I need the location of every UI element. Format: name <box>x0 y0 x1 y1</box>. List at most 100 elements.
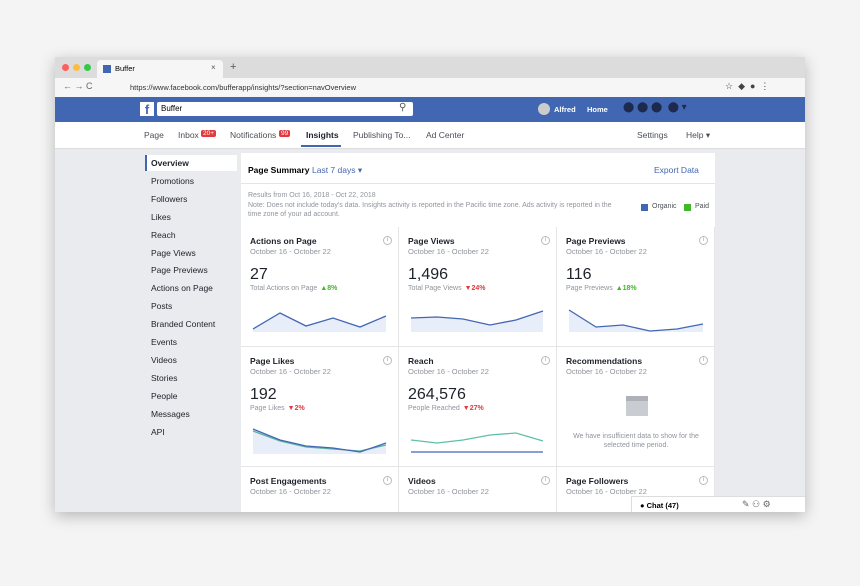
tab[interactable]: Buffer × <box>97 60 223 78</box>
sparkline <box>252 428 387 453</box>
chat-text: Chat (47) <box>646 501 679 510</box>
info-icon: i <box>541 236 550 245</box>
sidebar-item[interactable]: Reach <box>151 229 176 240</box>
search-icon: ⚲ <box>399 102 407 113</box>
max-dot[interactable] <box>84 64 91 71</box>
sparkline <box>252 312 387 330</box>
sidebar-item[interactable]: Messages <box>151 408 190 419</box>
min-dot[interactable] <box>73 64 80 71</box>
sidebar-item[interactable]: Events <box>151 337 177 347</box>
legend-label: Paid <box>695 203 710 210</box>
sparkline <box>568 309 704 332</box>
card-date: October 16 - October 22 <box>566 247 647 256</box>
area <box>411 311 543 332</box>
legend-label: Organic <box>652 203 677 210</box>
period-select[interactable]: Last 7 days ▾ <box>312 165 363 175</box>
sidebar-item[interactable]: People <box>151 390 178 401</box>
card-title: Actions on Page <box>250 236 317 246</box>
home-link[interactable]: Home <box>587 105 608 114</box>
info-icon: i <box>699 356 708 365</box>
help-link[interactable]: Help ▾ <box>686 130 711 140</box>
nav-tab[interactable]: Inbox <box>178 130 199 140</box>
sidebar-selected <box>145 155 237 171</box>
settings-link[interactable]: Settings <box>637 130 668 140</box>
card-caption: Page Likes ▼2% <box>250 405 305 412</box>
nav-tab[interactable]: Notifications <box>230 130 277 140</box>
nav-tab[interactable]: Page <box>144 130 164 140</box>
nav-buttons[interactable]: ← → C <box>63 81 93 91</box>
info-icon: i <box>383 356 392 365</box>
card-caption: Total Page Views ▼24% <box>408 285 486 292</box>
sidebar-item[interactable]: Overview <box>151 158 189 168</box>
card-date: October 16 - October 22 <box>250 487 331 496</box>
avatar <box>538 103 550 115</box>
card-title: Videos <box>408 476 436 486</box>
metric-card: Videos October 16 - October 22 i <box>399 467 557 512</box>
inbox-badge: 20+ <box>201 130 217 137</box>
search-text: Buffer <box>161 104 183 113</box>
url[interactable]: https://www.facebook.com/bufferapp/insig… <box>130 83 357 92</box>
search-box[interactable]: Buffer ⚲ <box>157 102 413 116</box>
top-icons[interactable]: ⬤ ⬤ ⬤ ⬤ ▾ <box>623 102 687 113</box>
nav-underline <box>301 145 341 147</box>
user-name[interactable]: Alfred <box>554 105 576 114</box>
sidebar-item[interactable]: Actions on Page <box>151 283 213 294</box>
results: Results from Oct 16, 2018 - Oct 22, 2018 <box>248 192 376 199</box>
card-date: October 16 - October 22 <box>408 247 489 256</box>
toolbar-icons[interactable]: ☆ ◆ ● ⋮ <box>725 81 770 91</box>
card-title: Page Followers <box>566 476 629 486</box>
calendar-icon-top <box>626 396 648 401</box>
card-value: 264,576 <box>408 386 466 403</box>
sidebar-item[interactable]: Branded Content <box>151 319 216 330</box>
sparkline <box>410 310 544 326</box>
card-value: 116 <box>566 266 592 283</box>
divider <box>241 183 715 184</box>
tab-bar: Buffer × + <box>55 57 805 78</box>
card-change: ▼27% <box>462 405 484 412</box>
page-nav: Page Inbox Notifications Insights Publishing… <box>55 122 805 149</box>
new-tab[interactable]: + <box>230 61 237 73</box>
info-icon: i <box>383 476 392 485</box>
card-title: Page Views <box>408 236 455 246</box>
card-change: ▲18% <box>615 285 637 292</box>
nav-tab[interactable]: Insights <box>306 130 339 140</box>
sidebar-item[interactable]: Page Previews <box>151 265 208 276</box>
sidebar-item[interactable]: Stories <box>151 372 178 383</box>
info-icon: i <box>541 356 550 365</box>
card-title: Page Previews <box>566 236 626 246</box>
area <box>253 429 386 454</box>
sparklines <box>252 309 704 454</box>
info-icon: i <box>699 476 708 485</box>
note: Note: Does not include today's data. Ins… <box>248 202 612 218</box>
export-data[interactable]: Export Data <box>654 165 699 175</box>
info-icon: i <box>699 236 708 245</box>
info-icon: i <box>541 476 550 485</box>
favicon <box>103 65 111 73</box>
sidebar-item[interactable]: Likes <box>151 211 171 222</box>
nav-tab[interactable]: Publishing To... <box>353 130 411 140</box>
sidebar-item[interactable]: Promotions <box>151 175 194 186</box>
chat-bar[interactable]: ● Chat (47) ✎ ⚇ ⚙ <box>631 496 805 512</box>
card-title: Reach <box>408 356 434 366</box>
sidebar-item[interactable]: Page Views <box>151 247 196 258</box>
summary-title: Page Summary <box>248 165 310 175</box>
close-dot[interactable] <box>62 64 69 71</box>
card-value: 1,496 <box>408 266 449 283</box>
tab-close[interactable]: × <box>211 63 216 72</box>
nav-tab[interactable]: Ad Center <box>426 130 465 140</box>
fb-logo[interactable]: f <box>140 102 154 117</box>
notif-badge: 99 <box>279 130 291 137</box>
card-change: ▼2% <box>287 405 305 412</box>
sidebar-item[interactable]: Videos <box>151 354 177 365</box>
chat-icons[interactable]: ✎ ⚇ ⚙ <box>742 499 771 509</box>
sidebar-item[interactable]: Followers <box>151 193 188 204</box>
card-caption: Total Actions on Page ▲8% <box>250 285 338 292</box>
card-change: ▲8% <box>320 285 338 292</box>
area <box>569 310 703 332</box>
sidebar-item[interactable]: API <box>151 426 165 437</box>
sidebar-item[interactable]: Posts <box>151 301 173 312</box>
card-date: October 16 - October 22 <box>250 247 331 256</box>
card-date: October 16 - October 22 <box>408 367 489 376</box>
browser-window: Buffer × + ← → C https://www.facebook.co… <box>55 57 805 512</box>
